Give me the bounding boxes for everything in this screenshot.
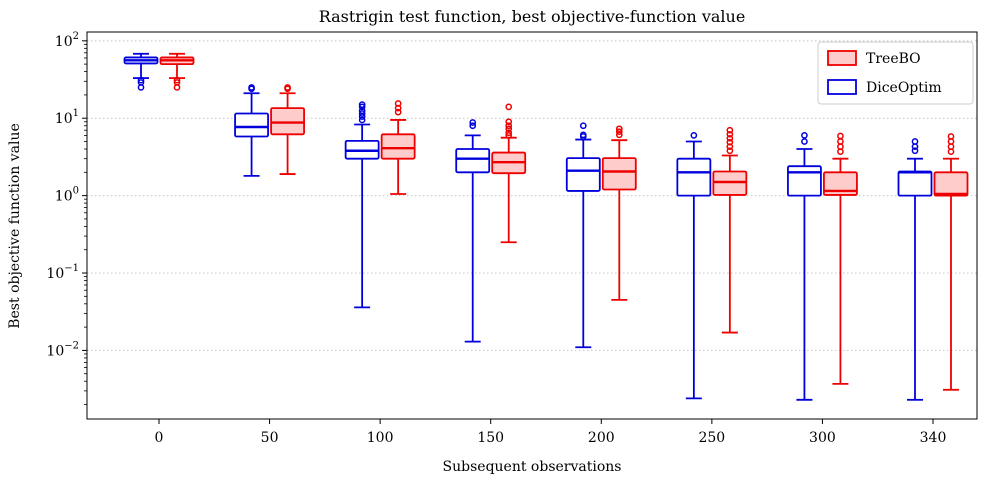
box-group-treebo <box>933 133 969 391</box>
outlier-point <box>726 143 734 150</box>
outlier-point <box>505 132 513 139</box>
box-body <box>380 133 416 160</box>
box-body <box>787 165 822 197</box>
box-body <box>897 170 933 197</box>
outlier-point <box>579 122 587 130</box>
box-group-diceoptim <box>234 84 269 177</box>
legend: TreeBO DiceOptim <box>817 41 974 105</box>
box-body <box>270 107 305 136</box>
outlier-point <box>911 147 919 155</box>
box-body <box>712 170 748 196</box>
outlier-point <box>469 119 477 126</box>
x-tick-label: 100 <box>367 430 394 446</box>
box-group-diceoptim <box>787 132 822 401</box>
x-tick-label: 200 <box>588 430 615 446</box>
y-tick-label: 102 <box>55 31 79 50</box>
outlier-point <box>505 118 513 126</box>
box-group-treebo <box>159 52 195 91</box>
box-body <box>676 157 712 197</box>
legend-swatch-treebo <box>827 50 857 66</box>
legend-swatch-diceoptim <box>827 79 857 95</box>
box-body <box>601 157 637 191</box>
outlier-point <box>505 103 513 111</box>
outlier-point <box>615 125 623 133</box>
box-group-diceoptim <box>123 52 159 91</box>
y-tick-label: 100 <box>55 186 79 205</box>
outlier-point <box>726 147 734 155</box>
outlier-point <box>801 132 808 139</box>
outlier-point <box>469 122 477 130</box>
plot-area <box>123 52 969 401</box>
box-group-diceoptim <box>455 119 491 343</box>
x-tick-label: 340 <box>920 430 947 446</box>
outlier-point <box>358 107 366 115</box>
x-tick-label: 300 <box>809 430 836 446</box>
y-tick-label: 101 <box>55 108 79 127</box>
y-tick-label: 10−1 <box>46 263 79 282</box>
box-group-treebo <box>380 100 416 195</box>
x-axis-label: Subsequent observations <box>443 459 622 475</box>
outlier-point <box>358 103 366 111</box>
outlier-point <box>615 128 623 136</box>
y-tick-label: 10−2 <box>46 340 79 359</box>
x-axis-ticks: 0 50 100 150 200 250 300 340 <box>155 419 947 446</box>
x-tick-label: 0 <box>155 430 164 446</box>
outlier-point <box>505 122 513 130</box>
outlier-point <box>690 132 698 139</box>
x-tick-label: 50 <box>261 430 279 446</box>
box-group-diceoptim <box>897 138 933 401</box>
legend-label-treebo: TreeBO <box>866 51 921 67</box>
outlier-point <box>579 131 587 139</box>
x-tick-label: 150 <box>477 430 504 446</box>
outlier-point <box>505 129 513 137</box>
outlier-point <box>615 131 623 139</box>
box-group-treebo <box>491 103 527 244</box>
outlier-point <box>911 138 919 145</box>
outlier-point <box>726 126 734 134</box>
plot-frame <box>86 31 978 420</box>
outlier-point <box>173 76 181 84</box>
box-body <box>455 148 491 174</box>
x-tick-label: 250 <box>698 430 725 446</box>
outlier-point <box>173 79 181 86</box>
box-group-treebo <box>823 132 858 385</box>
y-axis-label: Best objective function value <box>7 123 23 329</box>
y-tick-exponent: 2 <box>73 31 79 42</box>
legend-label-diceoptim: DiceOptim <box>866 80 942 96</box>
outlier-point <box>837 132 844 140</box>
box-body <box>823 171 858 196</box>
outlier-point <box>801 138 808 145</box>
box-group-treebo <box>712 126 748 334</box>
outlier-point <box>358 110 366 117</box>
box-group-diceoptim <box>344 101 380 309</box>
box-group-treebo <box>270 84 305 175</box>
box-body <box>565 157 601 192</box>
y-tick-exponent: 0 <box>73 186 79 197</box>
outlier-point <box>137 79 145 86</box>
outlier-point <box>394 100 402 107</box>
outlier-point <box>284 84 291 91</box>
outlier-point <box>505 125 513 133</box>
outlier-point <box>726 138 734 146</box>
box-body <box>933 171 969 197</box>
outlier-point <box>394 108 402 116</box>
box-group-diceoptim <box>676 132 712 400</box>
box-body <box>234 112 269 138</box>
box-group-treebo <box>601 125 637 301</box>
outlier-point <box>947 133 955 140</box>
outlier-point <box>248 84 255 91</box>
outlier-point <box>358 116 366 124</box>
y-tick-exponent: −2 <box>64 340 79 351</box>
outlier-point <box>358 101 366 108</box>
outlier-point <box>726 130 734 138</box>
box-group-diceoptim <box>565 122 601 349</box>
outlier-point <box>726 134 734 142</box>
outlier-point <box>137 76 145 84</box>
chart-title: Rastrigin test function, best objective-… <box>319 7 746 26</box>
y-tick-exponent: 1 <box>73 108 79 119</box>
y-tick-exponent: −1 <box>64 263 79 274</box>
